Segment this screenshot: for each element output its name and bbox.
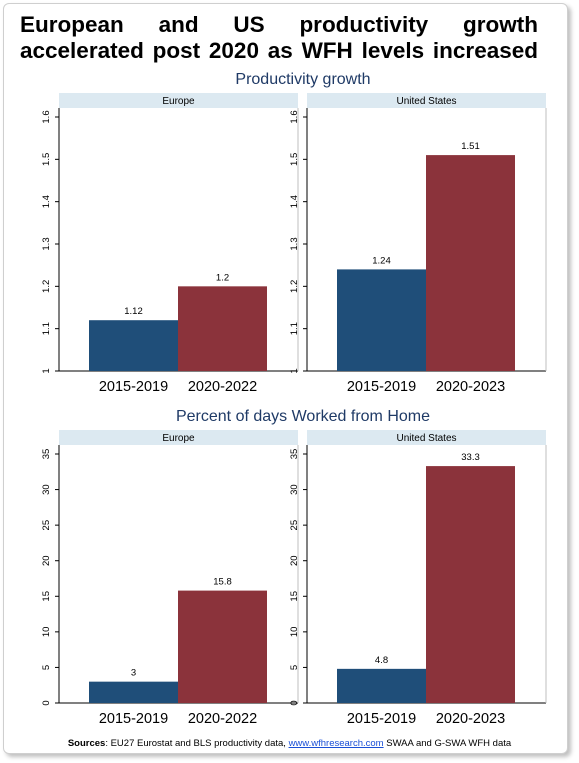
y-tick-label: 1.1: [41, 322, 52, 335]
y-tick-label: 0: [289, 700, 300, 705]
bar-value-label: 1.2: [216, 272, 229, 283]
bar-value-label: 15.8: [213, 577, 232, 588]
y-tick-label: 30: [41, 484, 52, 495]
bar-post: [426, 466, 515, 703]
chart-title-1: Productivity growth: [235, 71, 370, 88]
bar-value-label: 1.12: [124, 306, 143, 317]
y-tick-label: 1: [289, 368, 300, 373]
bar-value-label: 4.8: [375, 655, 388, 666]
source-label: Sources: [67, 738, 106, 749]
y-tick-label: 20: [41, 555, 52, 566]
panel-header-label: Europe: [162, 96, 195, 107]
y-tick-label: 1.4: [289, 195, 300, 208]
x-category-label: 2015-2019: [347, 379, 416, 395]
y-tick-label: 25: [41, 520, 52, 531]
y-tick-label: 1: [41, 368, 52, 373]
bar-value-label: 33.3: [461, 452, 480, 463]
bar-value-label: 3: [131, 668, 136, 679]
y-tick-label: 0: [41, 700, 52, 705]
y-tick-label: 1.2: [289, 280, 300, 293]
source-link[interactable]: www.wfhresearch.com: [288, 738, 384, 749]
y-tick-label: 1.5: [41, 153, 52, 166]
bar-pre: [337, 668, 426, 703]
x-category-label: 2020-2023: [436, 711, 505, 727]
bar-pre: [89, 681, 178, 703]
y-tick-label: 1.1: [289, 322, 300, 335]
y-tick-label: 35: [41, 449, 52, 460]
y-tick-label: 1.4: [41, 195, 52, 208]
y-tick-label: 1.5: [289, 153, 300, 166]
source-text-after: SWAA and G-SWA WFH data: [383, 738, 512, 749]
y-tick-label: 25: [289, 520, 300, 531]
panel-header-bg: [59, 93, 298, 108]
x-category-label: 2015-2019: [99, 711, 168, 727]
panel-header-label: United States: [396, 96, 456, 107]
panel-header-bg: [307, 430, 546, 445]
y-tick-label: 10: [41, 627, 52, 638]
y-tick-label: 15: [289, 591, 300, 602]
bar-post: [178, 286, 267, 371]
y-tick-label: 30: [289, 484, 300, 495]
source-note: Sources: EU27 Eurostat and BLS productiv…: [0, 738, 579, 749]
panel-header-label: United States: [396, 433, 456, 444]
y-tick-label: 1.2: [41, 280, 52, 293]
x-category-label: 2015-2019: [99, 379, 168, 395]
bar-post: [426, 155, 515, 371]
x-category-label: 2015-2019: [347, 711, 416, 727]
panel-header-bg: [59, 430, 298, 445]
bar-pre: [337, 269, 426, 371]
y-tick-label: 35: [289, 449, 300, 460]
panel-header-label: Europe: [162, 433, 195, 444]
y-tick-label: 1.6: [289, 110, 300, 123]
bar-post: [178, 590, 267, 703]
y-tick-label: 15: [41, 591, 52, 602]
y-tick-label: 5: [41, 665, 52, 670]
bar-pre: [89, 320, 178, 371]
bar-value-label: 1.51: [461, 141, 480, 152]
y-tick-label: 1.6: [41, 110, 52, 123]
y-tick-label: 1.3: [41, 237, 52, 250]
panel-header-bg: [307, 93, 546, 108]
chart-title-2: Percent of days Worked from Home: [176, 408, 430, 425]
y-tick-label: 10: [289, 627, 300, 638]
source-text-before: : EU27 Eurostat and BLS productivity dat…: [105, 738, 289, 749]
x-category-label: 2020-2022: [188, 379, 257, 395]
headline: European and US productivity growth acce…: [20, 12, 538, 63]
y-tick-label: 1.3: [289, 237, 300, 250]
bar-value-label: 1.24: [372, 255, 391, 266]
y-tick-label: 20: [289, 555, 300, 566]
x-category-label: 2020-2022: [188, 711, 257, 727]
y-tick-label: 5: [289, 665, 300, 670]
x-category-label: 2020-2023: [436, 379, 505, 395]
